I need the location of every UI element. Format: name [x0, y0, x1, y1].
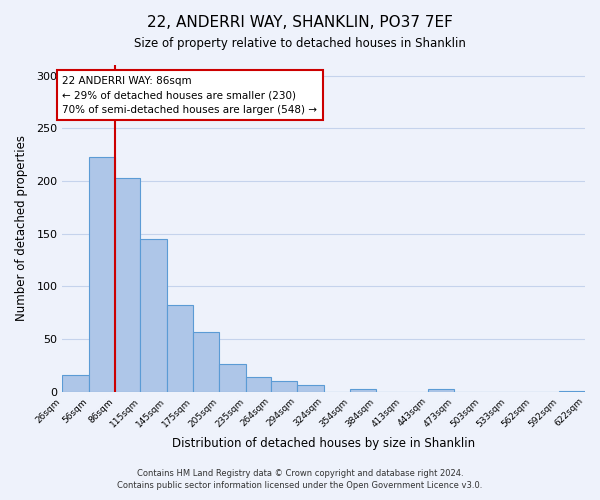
- Bar: [140, 239, 167, 392]
- Bar: [298, 386, 323, 392]
- Bar: [193, 332, 219, 392]
- Bar: [115, 178, 140, 392]
- Text: Size of property relative to detached houses in Shanklin: Size of property relative to detached ho…: [134, 38, 466, 51]
- Bar: [350, 388, 376, 392]
- Bar: [89, 156, 115, 392]
- Bar: [245, 377, 271, 392]
- Bar: [62, 375, 89, 392]
- Bar: [428, 388, 454, 392]
- Bar: [167, 306, 193, 392]
- X-axis label: Distribution of detached houses by size in Shanklin: Distribution of detached houses by size …: [172, 437, 475, 450]
- Text: Contains HM Land Registry data © Crown copyright and database right 2024.
Contai: Contains HM Land Registry data © Crown c…: [118, 468, 482, 490]
- Y-axis label: Number of detached properties: Number of detached properties: [15, 136, 28, 322]
- Text: 22, ANDERRI WAY, SHANKLIN, PO37 7EF: 22, ANDERRI WAY, SHANKLIN, PO37 7EF: [147, 15, 453, 30]
- Bar: [271, 381, 298, 392]
- Text: 22 ANDERRI WAY: 86sqm
← 29% of detached houses are smaller (230)
70% of semi-det: 22 ANDERRI WAY: 86sqm ← 29% of detached …: [62, 76, 317, 115]
- Bar: [219, 364, 245, 392]
- Bar: [559, 390, 585, 392]
